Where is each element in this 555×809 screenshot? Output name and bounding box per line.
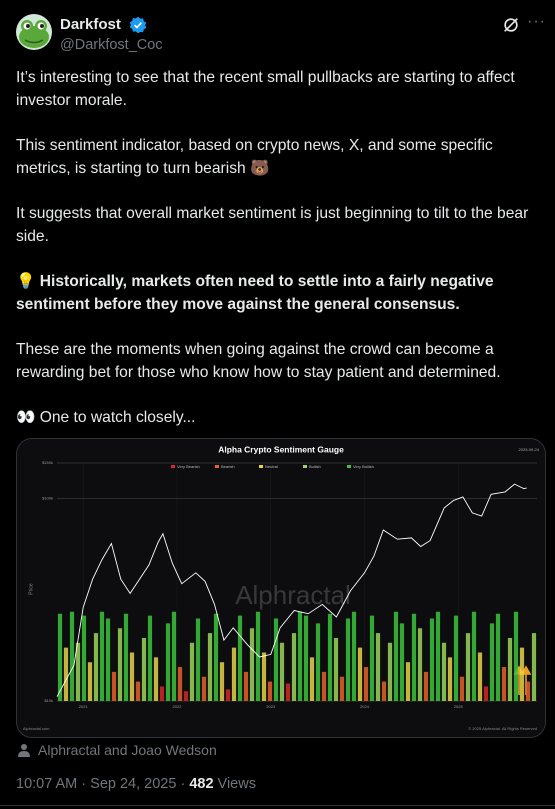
- chart-date: 2025-09-24: [519, 447, 540, 452]
- legend-label: Neutral: [265, 464, 278, 469]
- y-axis-label: Price: [28, 583, 34, 595]
- more-button[interactable]: ···: [527, 13, 546, 30]
- legend-swatch: [171, 465, 175, 468]
- legend-swatch: [347, 465, 351, 468]
- media-attribution[interactable]: Alphractal and Joao Wedson: [38, 742, 217, 758]
- verified-badge: [129, 16, 147, 34]
- legend-swatch: [303, 465, 307, 468]
- chart: Alpha Crypto Sentiment Gauge 2025-09-24 …: [23, 444, 540, 731]
- legend-label: Very Bearish: [177, 464, 200, 469]
- chart-title: Alpha Crypto Sentiment Gauge: [218, 444, 344, 454]
- y-tick-label: $100k: [42, 496, 53, 501]
- y-tick-label: $10k: [44, 698, 53, 703]
- divider: [0, 805, 555, 806]
- source: Alphractal.com: [23, 726, 50, 731]
- x-tick-label: 2024: [360, 704, 370, 709]
- timestamp[interactable]: 10:07 AM · Sep 24, 2025 ·: [16, 776, 186, 792]
- footer: 10:07 AM · Sep 24, 2025 · 482 Views: [16, 776, 256, 792]
- views-label: Views: [217, 776, 256, 792]
- copyright: © 2025 Alphractal. All Rights Reserved: [468, 726, 537, 731]
- legend-label: Bearish: [221, 464, 235, 469]
- grok-button[interactable]: [502, 16, 520, 34]
- paragraph: These are the moments when going against…: [16, 341, 501, 381]
- legend-swatch: [215, 465, 219, 468]
- paragraph: It suggests that overall market sentimen…: [16, 205, 529, 245]
- legend-label: Very Bullish: [353, 464, 374, 469]
- person-icon: [18, 744, 30, 757]
- price-line: [56, 483, 527, 697]
- y-tick-label: $150k: [42, 460, 53, 465]
- paragraph: 💡 Historically, markets often need to se…: [16, 273, 494, 313]
- x-tick-label: 2025: [454, 704, 464, 709]
- view-count: 482: [189, 776, 214, 792]
- author-handle[interactable]: @Darkfost_Coc: [60, 37, 163, 53]
- legend-swatch: [259, 465, 263, 468]
- legend-label: Bullish: [309, 464, 321, 469]
- avatar[interactable]: [16, 14, 52, 50]
- x-tick-label: 2023: [266, 704, 276, 709]
- post-text: It’s interesting to see that the recent …: [16, 66, 543, 451]
- watermark: Alphractal: [235, 580, 351, 610]
- author-name[interactable]: Darkfost: [60, 16, 121, 33]
- x-tick-label: 2022: [173, 704, 183, 709]
- paragraph: This sentiment indicator, based on crypt…: [16, 137, 493, 177]
- paragraph: 👀 One to watch closely...: [16, 409, 196, 426]
- media[interactable]: Alpha Crypto Sentiment Gauge 2025-09-24 …: [16, 438, 546, 738]
- x-tick-label: 2021: [79, 704, 89, 709]
- paragraph: It’s interesting to see that the recent …: [16, 69, 515, 109]
